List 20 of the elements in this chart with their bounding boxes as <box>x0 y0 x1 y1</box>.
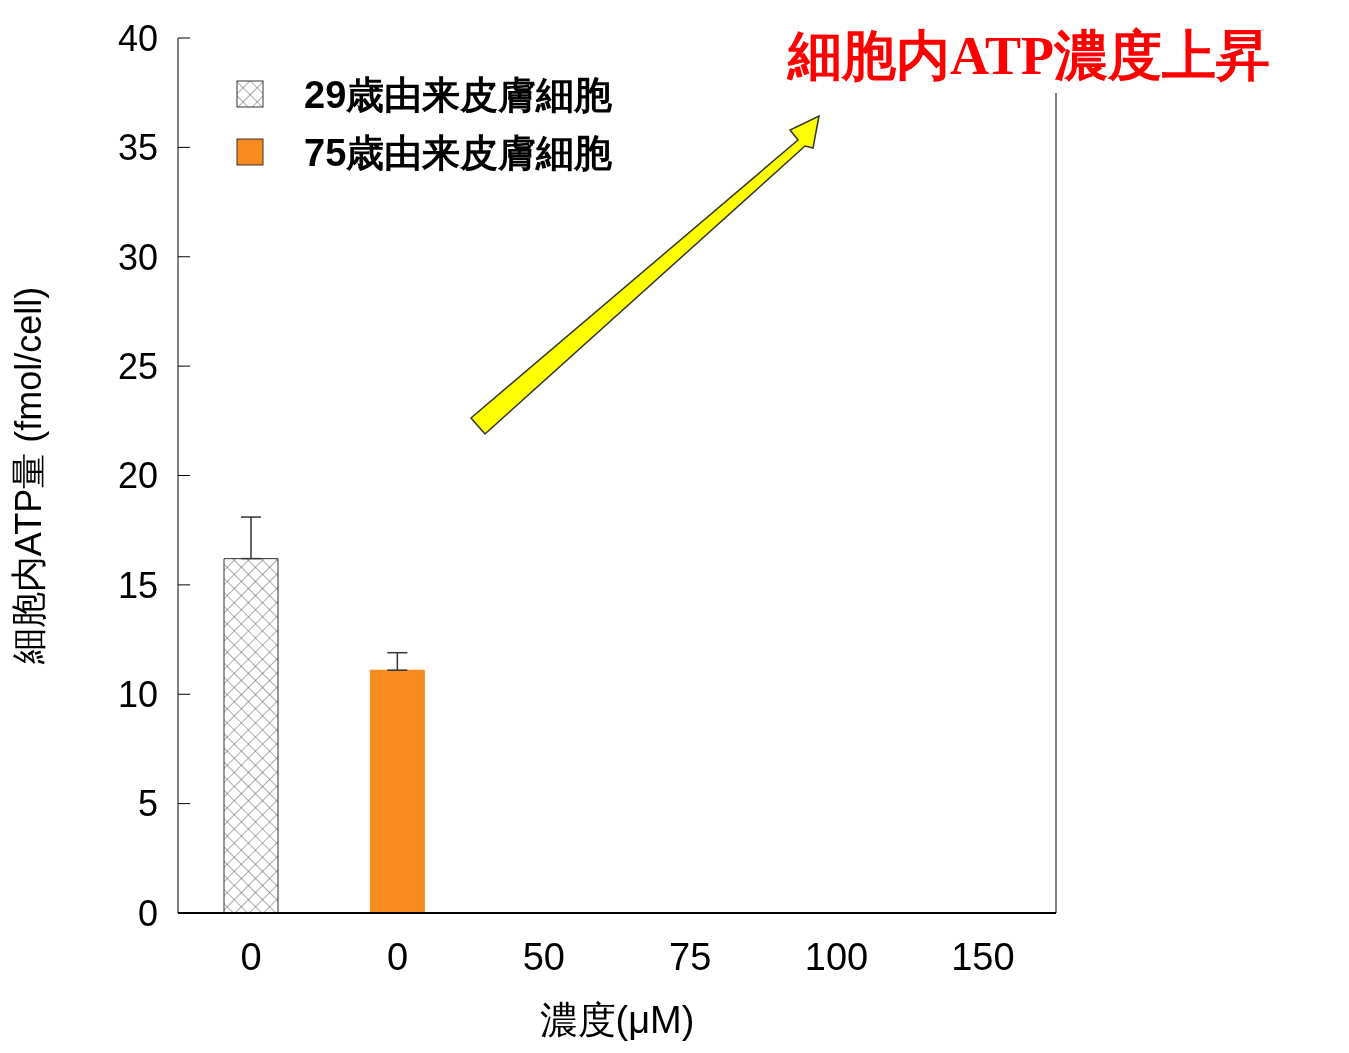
x-tick-label: 0 <box>240 935 262 978</box>
legend-label: 75歳由来皮膚細胞 <box>304 130 613 176</box>
y-tick-label: 20 <box>117 455 158 497</box>
x-tick-label: 150 <box>951 935 1015 978</box>
x-tick-label: 50 <box>522 935 565 978</box>
y-axis-title: 細胞内ATP量 (fmol/cell) <box>7 286 49 666</box>
x-tick-label: 75 <box>669 935 712 978</box>
y-tick-label: 40 <box>117 17 158 59</box>
x-tick-label: 100 <box>804 935 869 978</box>
y-tick-label: 10 <box>117 674 158 716</box>
x-axis-title: 濃度(μM) <box>539 999 695 1041</box>
y-tick-label: 5 <box>137 783 158 825</box>
y-tick-label: 25 <box>117 345 158 387</box>
y-tick-label: 35 <box>117 127 158 169</box>
y-tick-label: 30 <box>117 236 158 278</box>
x-tick-label: 0 <box>386 935 409 978</box>
annotation: 細胞内ATP濃度上昇 <box>788 20 1270 93</box>
legend-label: 29歳由来皮膚細胞 <box>304 72 613 118</box>
y-tick-label: 15 <box>117 564 158 606</box>
y-tick-label: 0 <box>137 892 158 934</box>
